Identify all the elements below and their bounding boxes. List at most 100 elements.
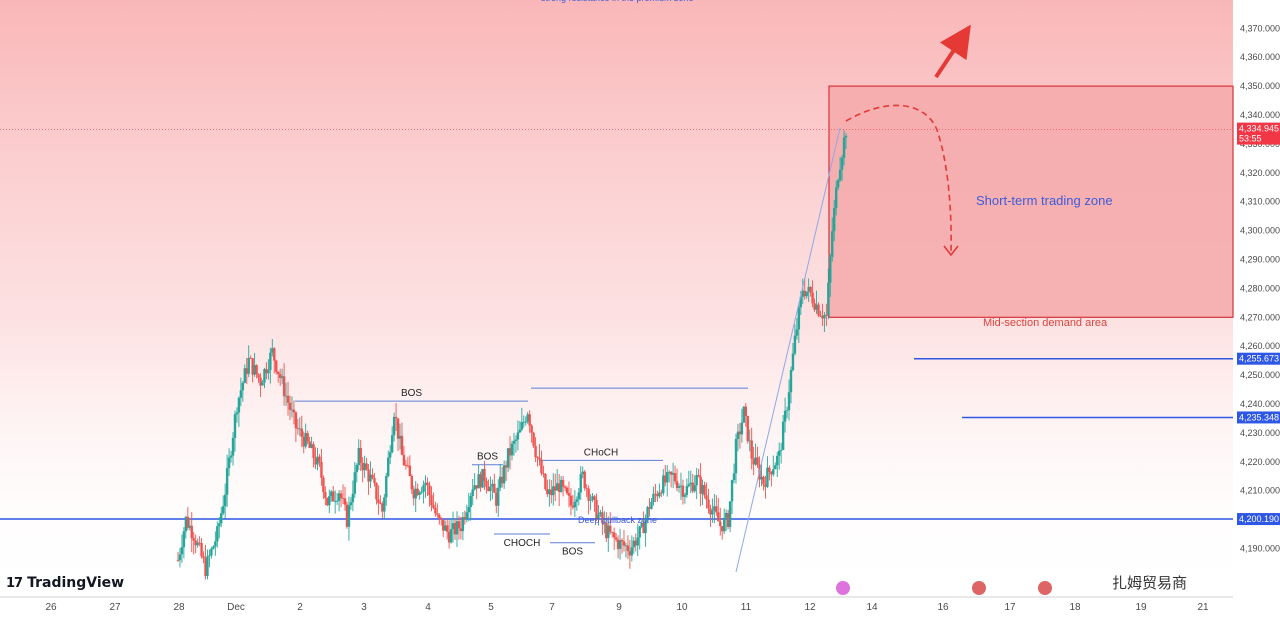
candle-body <box>445 525 449 532</box>
candle-body <box>259 377 262 386</box>
candle-body <box>341 498 345 499</box>
candle-body <box>840 157 844 170</box>
zone-layer: Short-term trading zone Mid-section deman… <box>828 85 1234 329</box>
candle-body <box>231 437 235 456</box>
candle-body <box>597 514 600 520</box>
candle-body <box>290 409 294 411</box>
candle-body <box>351 493 355 503</box>
candle-body <box>206 556 209 577</box>
structure-label: BOS <box>401 388 422 399</box>
candle-body <box>797 307 801 330</box>
x-tick-label: 26 <box>45 602 57 613</box>
candle-body <box>322 477 325 493</box>
candle-body <box>711 510 714 515</box>
candle-body <box>434 507 437 514</box>
candle-body <box>803 290 806 297</box>
candle-body <box>489 486 492 492</box>
candle-body <box>650 501 653 509</box>
candle-body <box>392 416 396 436</box>
candle-body <box>603 522 606 524</box>
candle-body <box>271 348 274 353</box>
candle-body <box>373 478 376 484</box>
candle-body <box>265 369 268 374</box>
x-tick-label: 10 <box>676 602 688 613</box>
x-tick-label: 9 <box>616 602 622 613</box>
candle-body <box>483 469 486 481</box>
candle-body <box>428 485 431 496</box>
candle-body <box>308 441 311 448</box>
candle-body <box>402 454 406 466</box>
candle-body <box>766 467 769 487</box>
candle-body <box>337 493 341 501</box>
candle-body <box>530 425 533 433</box>
candle-body <box>518 429 522 433</box>
x-tick-label: Dec <box>227 602 245 613</box>
candle-body <box>638 526 641 538</box>
candle-body <box>618 540 622 549</box>
candle-body <box>834 187 838 208</box>
candle-body <box>286 395 290 403</box>
candle-body <box>408 465 412 476</box>
candle-body <box>577 492 580 500</box>
candle-body <box>585 488 588 489</box>
candle-body <box>377 499 380 503</box>
candle-body <box>534 445 537 458</box>
level-tag-label: 4,255.673 <box>1239 354 1279 364</box>
candle-body <box>449 529 453 543</box>
candle-body <box>353 472 357 494</box>
candle-body <box>369 474 372 482</box>
candle-body <box>746 415 749 442</box>
candle-body <box>726 513 730 528</box>
candle-body <box>821 316 824 319</box>
y-tick-label: 4,280.000 <box>1240 283 1280 293</box>
candle-body <box>269 352 272 371</box>
y-tick-label: 4,350.000 <box>1240 81 1280 91</box>
candle-body <box>280 376 284 379</box>
candle-body <box>204 558 207 577</box>
candle-body <box>365 463 368 470</box>
candle-body <box>200 542 203 557</box>
candle-body <box>697 475 700 477</box>
candle-body <box>186 516 190 528</box>
candle-body <box>583 471 586 489</box>
candle-body <box>793 335 797 354</box>
candle-body <box>416 488 419 495</box>
candle-body <box>646 507 649 519</box>
candle-body <box>247 357 250 374</box>
candle-body <box>332 491 335 502</box>
candle-body <box>546 489 549 495</box>
zone-sublabel: Mid-section demand area <box>983 317 1108 329</box>
structure-label: BOS <box>477 452 498 463</box>
candle-body <box>715 506 718 513</box>
candle-body <box>609 525 612 532</box>
candle-body <box>216 526 219 542</box>
event-icon <box>1038 581 1052 595</box>
candle-body <box>664 475 667 483</box>
level-tag <box>1237 411 1280 424</box>
structure-label: BOS <box>562 547 583 558</box>
candle-body <box>624 545 628 547</box>
candle-body <box>504 465 508 468</box>
candle-body <box>667 471 671 473</box>
candle-body <box>379 502 382 504</box>
premium-zone-annotation: strong resistance in the premium zone <box>541 0 694 3</box>
candle-body <box>316 456 319 465</box>
candle-body <box>388 452 392 458</box>
candle-body <box>487 486 490 492</box>
candle-body <box>601 512 604 524</box>
candle-body <box>335 500 339 502</box>
structure-label: CHoCH <box>584 447 618 458</box>
level-tag-label: 4,200.190 <box>1239 514 1279 524</box>
candle-body <box>599 512 602 515</box>
candle-body <box>188 525 191 528</box>
y-tick-label: 4,310.000 <box>1240 197 1280 207</box>
candle-body <box>190 525 193 539</box>
candle-body <box>683 495 687 497</box>
candle-body <box>640 522 643 527</box>
up-arrow <box>934 24 971 79</box>
candle-body <box>679 485 683 487</box>
level-tag <box>1237 352 1280 365</box>
candle-body <box>524 421 527 423</box>
dashed-path-arrowhead <box>943 245 959 257</box>
